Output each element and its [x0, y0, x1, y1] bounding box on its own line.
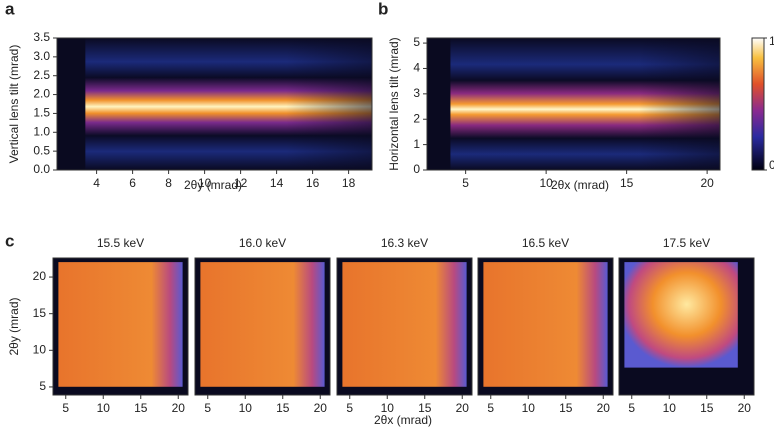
- colorbar-tick-label: 0: [769, 158, 774, 172]
- heatmap-image: [342, 262, 467, 387]
- y-tick-label: 3: [413, 86, 420, 100]
- x-tick-label: 20: [738, 401, 752, 415]
- x-tick-label: 15: [134, 401, 148, 415]
- y-tick-label: 1.0: [33, 124, 50, 138]
- x-tick-label: 10: [663, 401, 677, 415]
- plot-frame: [336, 257, 473, 396]
- y-tick-label: 3.0: [33, 49, 50, 63]
- y-tick-label: 15: [33, 306, 47, 320]
- x-axis-label: 2θy (mrad): [184, 178, 242, 192]
- x-tick-label: 5: [204, 401, 211, 415]
- y-tick-label: 2: [413, 111, 420, 125]
- y-tick-label: 0: [413, 162, 420, 176]
- heatmap-fade: [85, 38, 372, 170]
- heatmap-image: [483, 262, 608, 387]
- x-axis-label: 2θx (mrad): [374, 413, 432, 427]
- panel-title: 15.5 keV: [97, 236, 144, 250]
- x-tick-label: 6: [129, 176, 136, 190]
- y-tick-label: 2.0: [33, 87, 50, 101]
- panel-title: 17.5 keV: [663, 236, 710, 250]
- x-tick-label: 20: [700, 176, 714, 190]
- x-tick-label: 15: [620, 176, 634, 190]
- x-tick-label: 18: [342, 176, 356, 190]
- x-tick-label: 10: [198, 176, 212, 190]
- x-tick-label: 10: [381, 401, 395, 415]
- plot-frame: [618, 257, 755, 396]
- x-tick-label: 20: [172, 401, 186, 415]
- x-tick-label: 14: [270, 176, 284, 190]
- x-tick-label: 5: [346, 401, 353, 415]
- x-tick-label: 15: [700, 401, 714, 415]
- plot-frame: [56, 37, 373, 171]
- x-tick-label: 5: [462, 176, 469, 190]
- y-tick-label: 1: [413, 137, 420, 151]
- plot-frame: [194, 257, 331, 396]
- y-axis-label: Vertical lens tilt (mrad): [7, 45, 21, 164]
- panel-letter: a: [5, 0, 15, 18]
- colorbar: [751, 37, 765, 171]
- y-tick-label: 0.5: [33, 143, 50, 157]
- x-tick-label: 10: [539, 176, 553, 190]
- x-tick-label: 4: [93, 176, 100, 190]
- x-tick-label: 15: [276, 401, 290, 415]
- x-tick-label: 10: [97, 401, 111, 415]
- x-tick-label: 5: [487, 401, 494, 415]
- x-tick-label: 20: [456, 401, 470, 415]
- y-tick-label: 3.5: [33, 30, 50, 44]
- x-tick-label: 10: [522, 401, 536, 415]
- y-tick-label: 10: [33, 342, 47, 356]
- y-tick-label: 0.0: [33, 162, 50, 176]
- y-tick-label: 4: [413, 61, 420, 75]
- panel-title: 16.5 keV: [522, 236, 569, 250]
- x-tick-label: 20: [597, 401, 611, 415]
- heatmap-image: [624, 262, 738, 368]
- y-axis-label: Horizontal lens tilt (mrad): [387, 37, 401, 170]
- x-tick-label: 12: [234, 176, 248, 190]
- heatmap-image: [58, 262, 183, 387]
- y-tick-label: 2.5: [33, 68, 50, 82]
- x-tick-label: 8: [165, 176, 172, 190]
- panel-title: 16.3 keV: [381, 236, 428, 250]
- y-tick-label: 1.5: [33, 106, 50, 120]
- heatmap-fade: [450, 38, 720, 170]
- plot-frame: [52, 257, 189, 396]
- x-tick-label: 5: [62, 401, 69, 415]
- y-tick-label: 5: [413, 35, 420, 49]
- x-axis-label: 2θx (mrad): [551, 178, 609, 192]
- x-tick-label: 10: [239, 401, 253, 415]
- y-axis-label: 2θy (mrad): [7, 297, 21, 355]
- x-tick-label: 5: [628, 401, 635, 415]
- x-tick-label: 15: [418, 401, 432, 415]
- panel-letter: c: [5, 231, 14, 250]
- plot-frame: [477, 257, 614, 396]
- panel-letter: b: [378, 0, 388, 18]
- y-tick-label: 5: [39, 379, 46, 393]
- x-tick-label: 15: [559, 401, 573, 415]
- x-tick-label: 20: [314, 401, 328, 415]
- y-tick-label: 20: [33, 269, 47, 283]
- colorbar-tick-label: 1: [769, 34, 774, 48]
- plot-frame: [426, 37, 721, 171]
- panel-title: 16.0 keV: [239, 236, 286, 250]
- heatmap-image: [200, 262, 325, 387]
- x-tick-label: 16: [306, 176, 320, 190]
